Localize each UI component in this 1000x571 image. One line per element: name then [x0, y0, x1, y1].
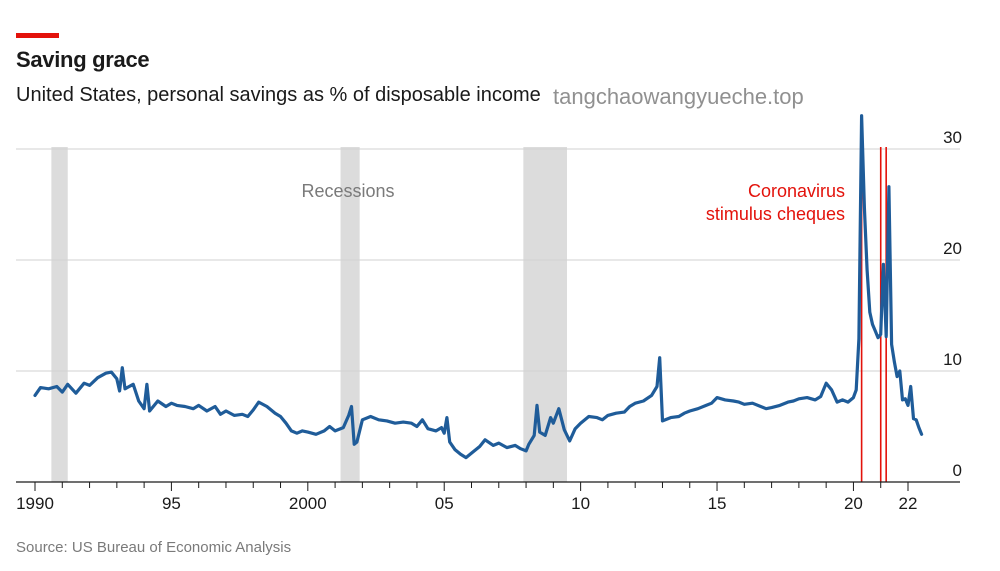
series-group [33, 114, 924, 460]
y-tick-label: 0 [953, 461, 962, 480]
stimulus-label-line2: stimulus cheques [706, 204, 845, 224]
watermark-text: tangchaowangyueche.top [553, 84, 804, 109]
x-tick-label: 2000 [289, 494, 327, 513]
x-tick-label: 05 [435, 494, 454, 513]
y-tick-label: 20 [943, 239, 962, 258]
x-tick-label: 10 [571, 494, 590, 513]
recession-bands [51, 147, 567, 482]
recession-band [523, 147, 567, 482]
x-tick-label: 15 [708, 494, 727, 513]
recession-band [340, 147, 360, 482]
chart-labels: 0 10 20 30 1990 95 2000 05 10 15 20 22 Recessions Cor… [16, 128, 962, 513]
chart-subtitle: United States, personal savings as % of … [16, 84, 541, 106]
stimulus-label-line1: Coronavirus [748, 181, 845, 201]
axes [16, 481, 960, 491]
source-note: Source: US Bureau of Economic Analysis [16, 539, 292, 556]
y-tick-label: 10 [943, 350, 962, 369]
x-tick-label: 1990 [16, 494, 54, 513]
savings-rate-line [33, 114, 924, 460]
chart-title: Saving grace [16, 47, 150, 72]
x-tick-label: 95 [162, 494, 181, 513]
x-tick-label: 22 [899, 494, 918, 513]
x-tick-label: 20 [844, 494, 863, 513]
brand-red-bar [16, 33, 59, 38]
gridlines [16, 148, 960, 372]
recession-band [51, 147, 68, 482]
y-tick-label: 30 [943, 128, 962, 147]
recessions-label: Recessions [301, 181, 394, 201]
